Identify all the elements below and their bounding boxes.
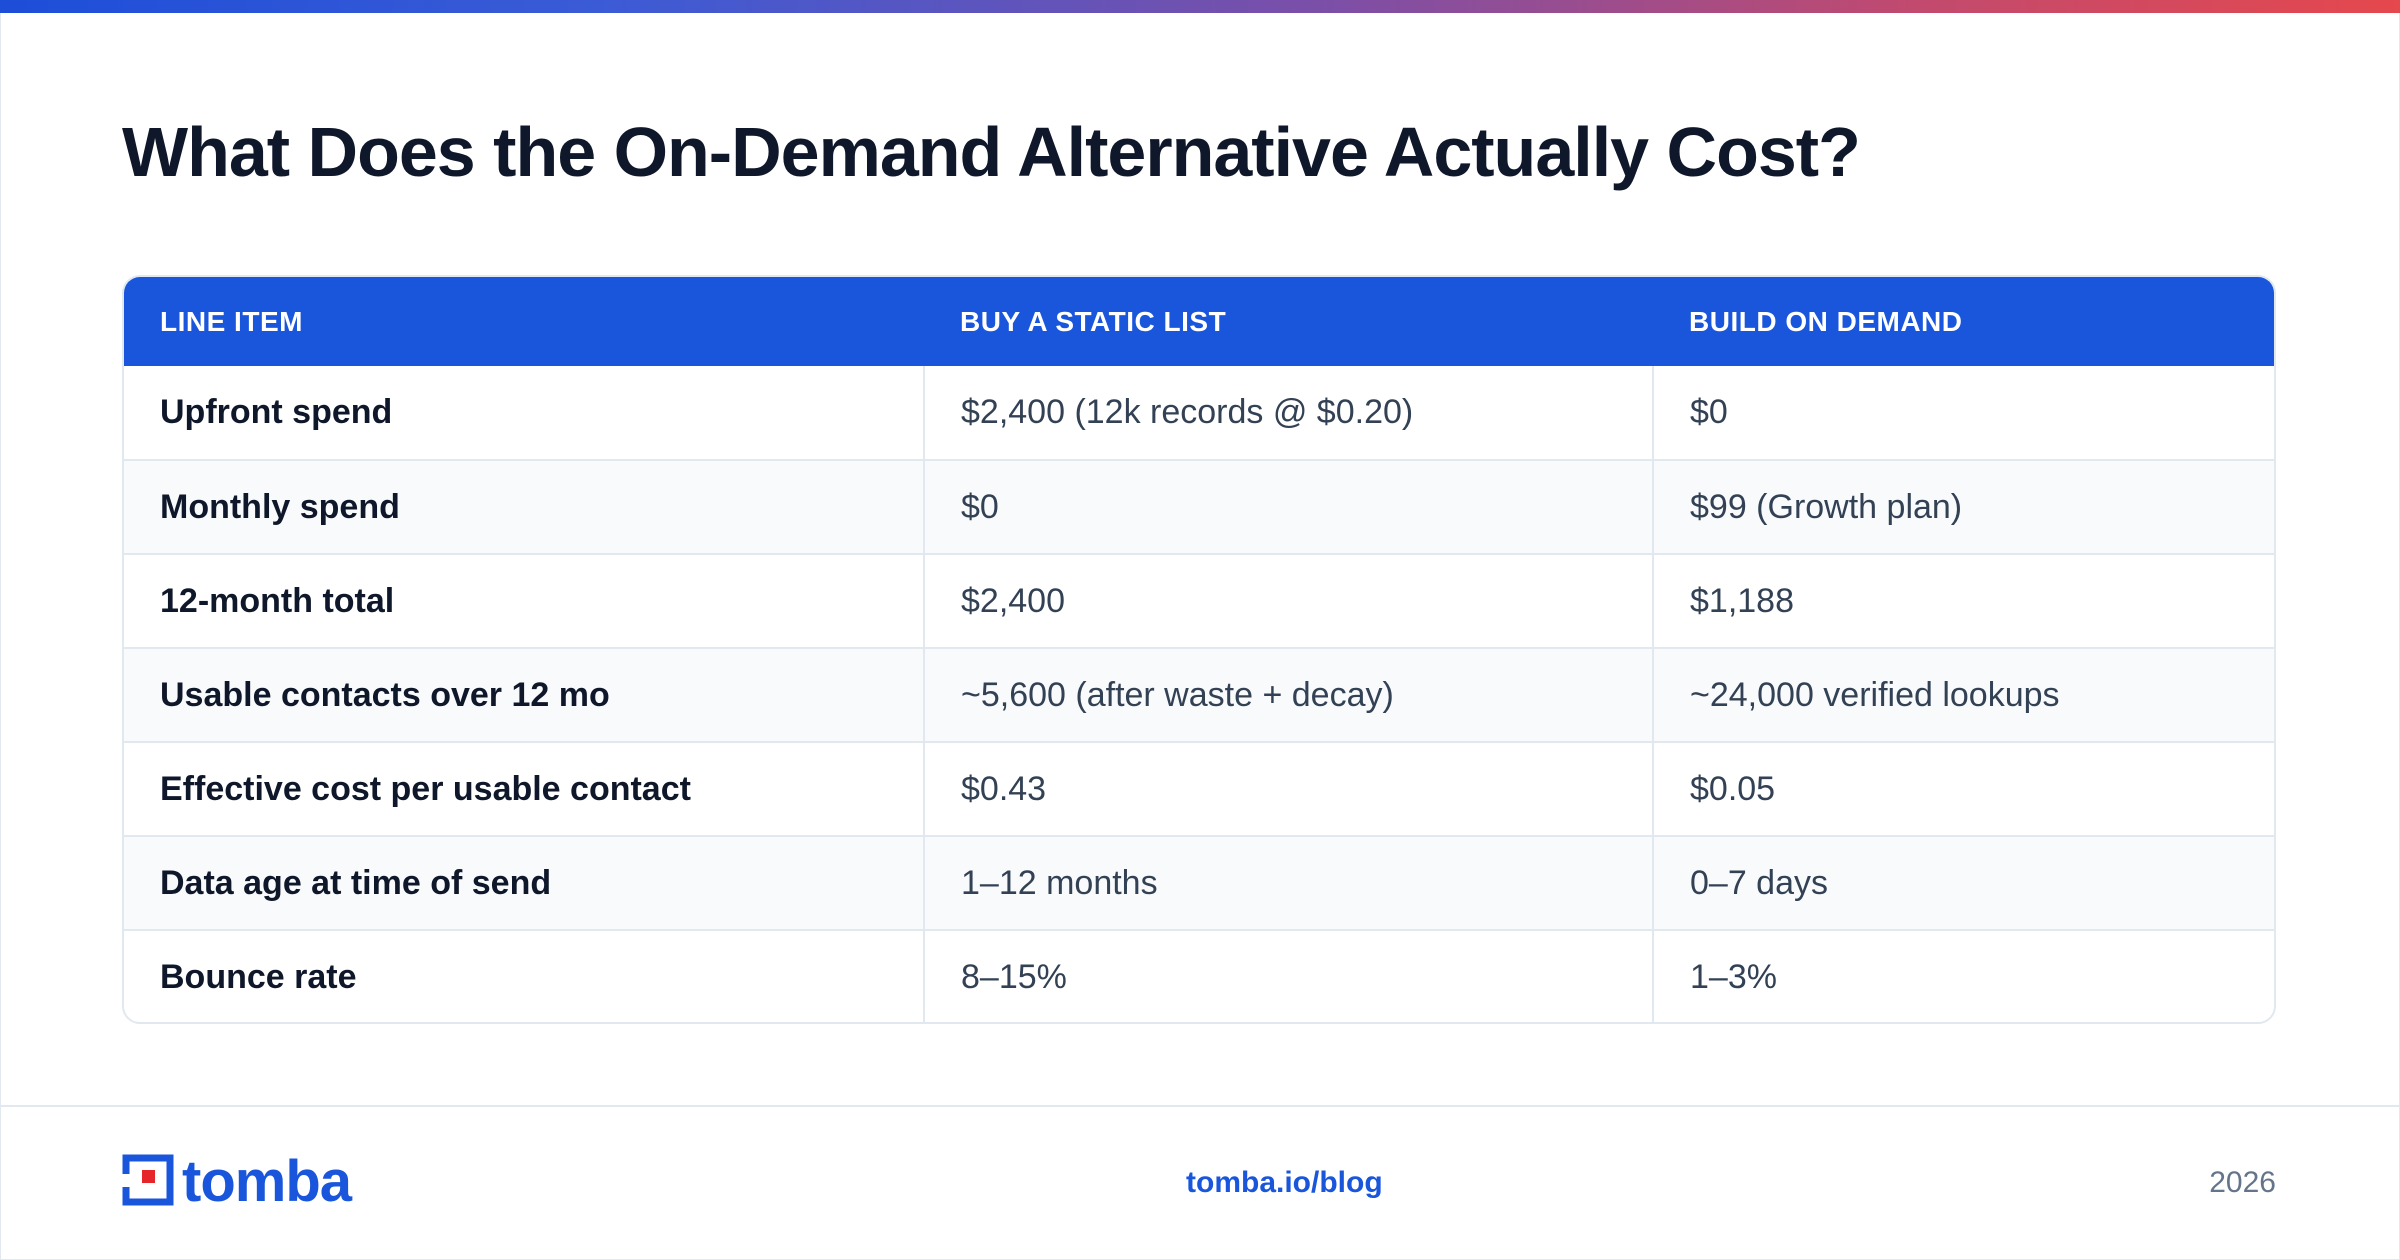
- blog-link[interactable]: tomba.io/blog: [1186, 1166, 1383, 1199]
- table-row: Usable contacts over 12 mo ~5,600 (after…: [124, 647, 2274, 742]
- static-list-cell: 8–15%: [923, 929, 1653, 1022]
- static-list-cell: $0.43: [923, 741, 1653, 836]
- tomba-logo[interactable]: tomba: [122, 1149, 352, 1214]
- tomba-logo-text: tomba: [182, 1149, 352, 1214]
- header-line-item: LINE ITEM: [160, 305, 303, 337]
- on-demand-cell: $0: [1652, 366, 2274, 460]
- row-label: Bounce rate: [124, 929, 924, 1022]
- gradient-top-bar: [0, 0, 2400, 13]
- row-label: Effective cost per usable contact: [124, 741, 924, 836]
- table-header-row: LINE ITEM BUY A STATIC LIST BUILD ON DEM…: [124, 277, 2274, 366]
- header-buy-static-list: BUY A STATIC LIST: [960, 305, 1227, 337]
- on-demand-cell: $99 (Growth plan): [1652, 459, 2274, 554]
- table-row: 12-month total $2,400 $1,188: [124, 553, 2274, 648]
- page-title: What Does the On-Demand Alternative Actu…: [122, 113, 1861, 191]
- tomba-logo-icon: [122, 1154, 174, 1211]
- table-row: Data age at time of send 1–12 months 0–7…: [124, 835, 2274, 930]
- row-label: 12-month total: [124, 553, 924, 648]
- table-row: Monthly spend $0 $99 (Growth plan): [124, 459, 2274, 554]
- row-label: Data age at time of send: [124, 835, 924, 930]
- static-list-cell: $2,400 (12k records @ $0.20): [923, 366, 1653, 460]
- footer-year: 2026: [2209, 1166, 2276, 1199]
- table-row: Bounce rate 8–15% 1–3%: [124, 929, 2274, 1022]
- row-label: Monthly spend: [124, 459, 924, 554]
- static-list-cell: $0: [923, 459, 1653, 554]
- table-row: Upfront spend $2,400 (12k records @ $0.2…: [124, 366, 2274, 460]
- static-list-cell: ~5,600 (after waste + decay): [923, 647, 1653, 742]
- footer-divider: [0, 1105, 2400, 1107]
- on-demand-cell: 0–7 days: [1652, 835, 2274, 930]
- on-demand-cell: $0.05: [1652, 741, 2274, 836]
- row-label: Upfront spend: [160, 393, 393, 431]
- comparison-table: LINE ITEM BUY A STATIC LIST BUILD ON DEM…: [122, 275, 2276, 1024]
- table-row: Effective cost per usable contact $0.43 …: [124, 741, 2274, 836]
- static-list-cell: 1–12 months: [923, 835, 1653, 930]
- header-build-on-demand: BUILD ON DEMAND: [1689, 305, 1963, 337]
- on-demand-cell: ~24,000 verified lookups: [1652, 647, 2274, 742]
- row-label: Usable contacts over 12 mo: [124, 647, 924, 742]
- on-demand-cell: 1–3%: [1652, 929, 2274, 1022]
- on-demand-cell: $1,188: [1652, 553, 2274, 648]
- static-list-cell: $2,400: [923, 553, 1653, 648]
